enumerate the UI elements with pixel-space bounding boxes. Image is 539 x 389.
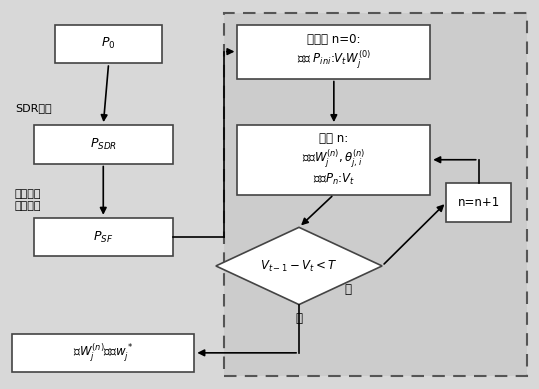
Text: n=n+1: n=n+1 [458,196,500,209]
Bar [33,218,173,256]
Text: 从$W_j^{(n)}$获得$w_j^*$: 从$W_j^{(n)}$获得$w_j^*$ [73,342,133,364]
Bar [55,25,162,63]
Text: 是: 是 [295,312,302,325]
Text: SDR方法: SDR方法 [15,103,51,112]
Text: $P_0$: $P_0$ [101,36,116,51]
Text: 平滑函数
近似方法: 平滑函数 近似方法 [15,189,42,211]
Text: 迭代 n:
更新$W_j^{(n)},\theta_{j,i}^{(n)}$
解决$P_n$:$V_t$: 迭代 n: 更新$W_j^{(n)},\theta_{j,i}^{(n)}$ 解… [302,132,365,187]
Text: 初始化 n=0:
解决 $P_{ini}$:$V_t W_j^{(0)}$: 初始化 n=0: 解决 $P_{ini}$:$V_t W_j^{(0)}$ [297,33,371,70]
Bar [237,125,430,194]
Polygon shape [216,227,382,305]
Text: 否: 否 [344,283,351,296]
Bar [446,183,511,222]
Text: $V_{t-1}-V_t<T$: $V_{t-1}-V_t<T$ [260,258,337,273]
Bar [12,333,195,372]
Text: $P_{SF}$: $P_{SF}$ [93,230,113,245]
Text: $P_{SDR}$: $P_{SDR}$ [89,137,117,152]
Bar [237,25,430,79]
Bar [33,125,173,164]
Bar [224,13,527,376]
